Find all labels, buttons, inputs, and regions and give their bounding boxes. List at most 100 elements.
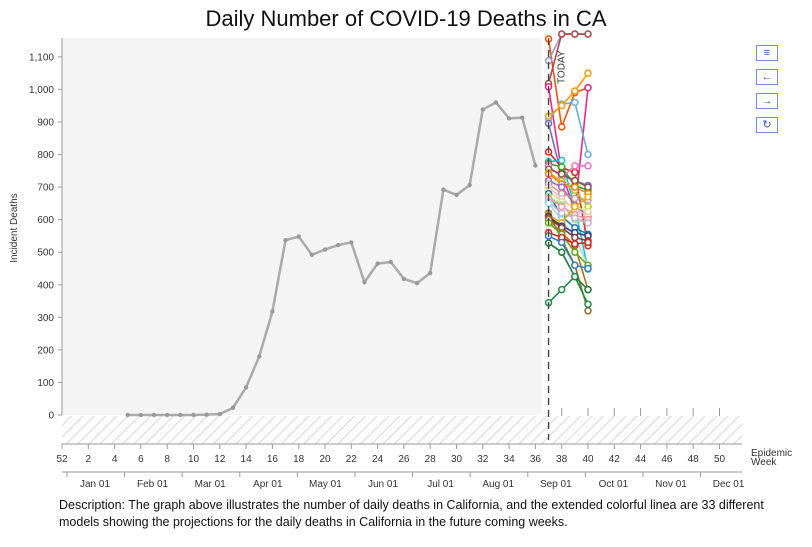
y-tick-label: 500: [37, 248, 54, 259]
week-tick-label: 16: [267, 454, 279, 465]
forecast-point: [584, 162, 592, 170]
y-axis-title: Incident Deaths: [9, 193, 20, 263]
week-tick-label: 12: [214, 454, 226, 465]
month-tick-label: Apr 01: [253, 479, 283, 490]
forecast-point: [557, 202, 566, 211]
observed-point: [375, 261, 380, 266]
week-tick-label: 36: [530, 454, 542, 465]
observed-point: [191, 412, 196, 418]
week-tick-label: 48: [688, 454, 700, 465]
forecast-line: [548, 217, 589, 242]
forecast-point: [584, 193, 592, 201]
week-tick-label: 26: [398, 454, 410, 465]
observed-point: [506, 116, 512, 121]
forecast-line: [547, 275, 589, 305]
observed-point: [362, 279, 367, 285]
reset-icon[interactable]: ↻: [756, 117, 778, 133]
forecast-point: [571, 240, 579, 248]
observed-point: [349, 240, 354, 245]
x-axis-title-line2: Week: [751, 457, 777, 468]
forecast-line: [548, 162, 589, 192]
forecast-line: [547, 33, 588, 84]
observed-point: [165, 412, 170, 418]
forecast-point: [571, 162, 579, 170]
forecast-line: [548, 222, 589, 266]
forecast-series: [544, 30, 592, 65]
forecast-point: [584, 69, 592, 77]
forecast-point: [584, 150, 592, 159]
week-tick-label: 4: [112, 454, 118, 465]
back-arrow-icon[interactable]: ←: [756, 69, 778, 85]
forecast-line: [548, 235, 589, 270]
observed-point: [217, 411, 222, 417]
forecast-point: [544, 199, 553, 208]
forecast-point: [584, 300, 592, 309]
y-tick-label: 900: [37, 117, 54, 128]
observed-point: [138, 412, 144, 418]
forecast-line: [547, 86, 589, 212]
week-tick-label: 34: [504, 454, 516, 465]
week-tick-label: 30: [451, 454, 463, 465]
forecast-point: [584, 264, 592, 273]
week-tick-label: 8: [164, 454, 170, 465]
y-tick-label: 400: [37, 280, 54, 291]
month-tick-label: Dec 01: [713, 479, 745, 490]
forecast-point: [571, 272, 579, 281]
observed-point: [257, 354, 262, 359]
forecast-point: [571, 98, 579, 107]
forecast-point: [557, 156, 566, 165]
forecast-point: [584, 183, 592, 191]
forward-arrow-icon[interactable]: →: [756, 93, 778, 109]
week-tick-label: 14: [241, 454, 253, 465]
y-tick-label: 200: [37, 345, 54, 356]
week-tick-label: 32: [477, 454, 489, 465]
forecast-point: [571, 168, 579, 177]
forecast-line: [548, 183, 589, 201]
forecast-point: [584, 30, 592, 38]
forecast-point: [571, 183, 579, 191]
observed-point: [151, 412, 157, 418]
plot-area-observed: [62, 38, 542, 415]
y-tick-label: 800: [37, 150, 54, 161]
forecast-point: [557, 163, 566, 171]
forecast-point: [584, 84, 592, 92]
forecast-point: [584, 238, 592, 247]
observed-point: [125, 412, 130, 418]
observed-point: [243, 385, 249, 390]
menu-icon[interactable]: ≡: [756, 45, 778, 61]
forecast-point: [571, 30, 579, 38]
observed-point: [270, 309, 275, 314]
forecast-point: [571, 248, 579, 256]
observed-point: [414, 280, 420, 286]
week-tick-label: 20: [319, 454, 331, 465]
y-tick-label: 100: [37, 378, 54, 389]
observed-point: [178, 412, 183, 418]
forecast-point: [557, 183, 566, 191]
today-label: TODAY: [557, 50, 568, 84]
forecast-point: [557, 209, 566, 217]
month-tick-label: Aug 01: [482, 479, 514, 490]
observed-point: [493, 100, 499, 105]
observed-point: [467, 182, 472, 188]
forecast-point: [571, 202, 579, 211]
observed-point: [533, 163, 538, 168]
forecast-point: [557, 101, 566, 110]
forecast-line: [548, 231, 589, 245]
observed-point: [335, 242, 341, 248]
forecast-point: [571, 87, 579, 95]
observed-point: [480, 107, 485, 112]
observed-point: [520, 115, 525, 120]
week-tick-label: 38: [556, 454, 568, 465]
observed-point: [454, 192, 459, 198]
observed-point: [309, 252, 315, 258]
week-tick-label: 18: [293, 454, 305, 465]
week-tick-label: 6: [138, 454, 144, 465]
forecast-point: [571, 214, 579, 222]
forecast-point: [557, 238, 566, 247]
week-tick-label: 44: [635, 454, 647, 465]
x-axis-title: Epidemic: [751, 448, 792, 459]
forecast-line: [547, 33, 588, 62]
month-tick-label: Mar 01: [195, 479, 227, 490]
forecast-point: [571, 233, 579, 242]
forecast-line: [548, 173, 589, 195]
